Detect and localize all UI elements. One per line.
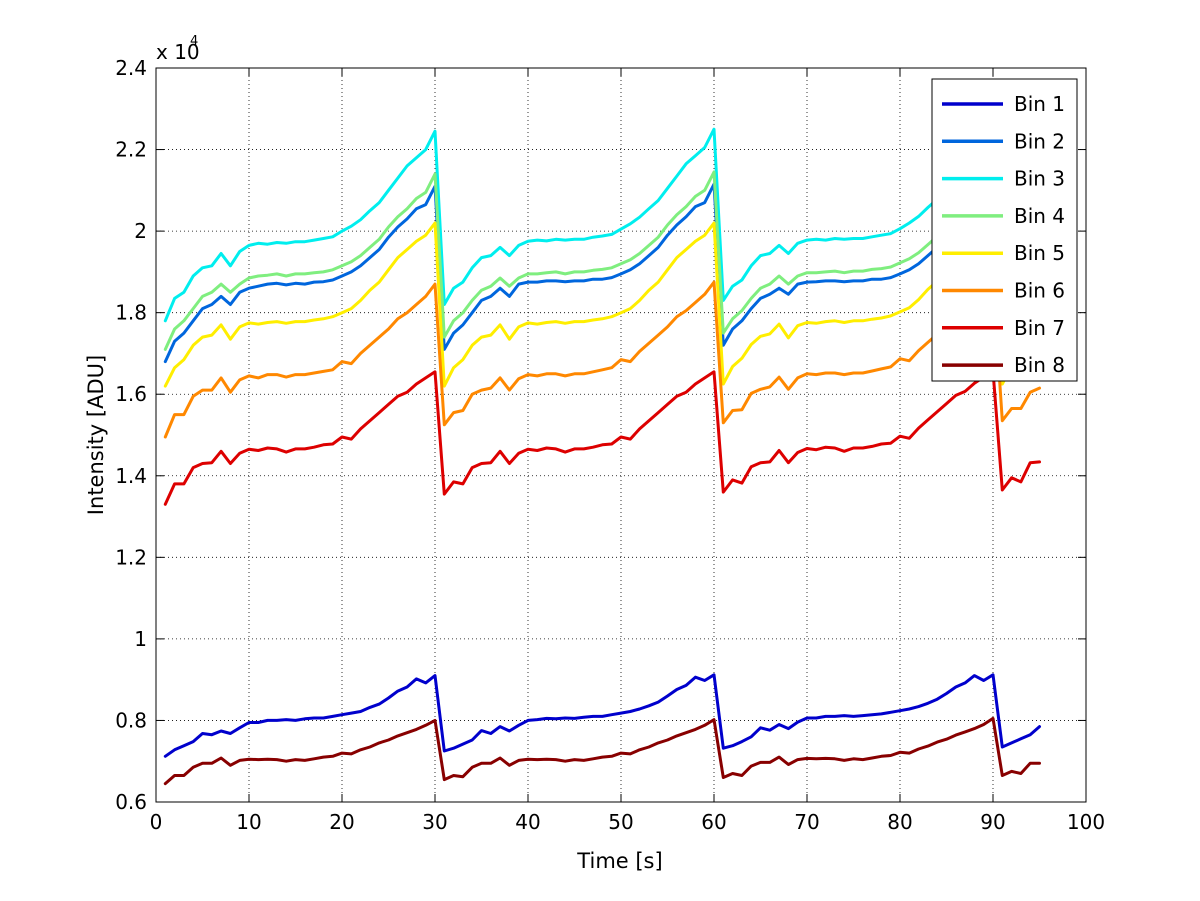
y-tick-labels: 0.6 0.8 1 1.2 1.4 1.6 1.8 2 2.2 2.4 <box>115 56 147 814</box>
series-lines <box>163 126 1041 786</box>
legend-label: Bin 5 <box>1014 241 1065 265</box>
y-axis-label: Intensity [ADU] <box>84 355 108 515</box>
x-tick-label: 60 <box>701 810 726 834</box>
y-tick-label: 0.6 <box>115 790 147 814</box>
legend: Bin 1 Bin 2 Bin 3 Bin 4 Bin 5 Bin 6 Bin 7 Bin 8 <box>931 78 1078 382</box>
series-line-7 <box>163 369 1041 506</box>
x-tick-label: 90 <box>980 810 1005 834</box>
series-line-5 <box>163 220 1041 388</box>
x-tick-label: 40 <box>515 810 540 834</box>
series-line-4 <box>163 169 1041 351</box>
series-line-8 <box>163 716 1041 786</box>
x-tick-label: 30 <box>422 810 447 834</box>
x-tick-label: 50 <box>608 810 633 834</box>
y-tick-label: 0.8 <box>115 708 147 732</box>
series-line-1 <box>163 673 1041 758</box>
legend-label: Bin 6 <box>1014 279 1065 303</box>
x-tick-label: 10 <box>236 810 261 834</box>
x-tick-label: 20 <box>329 810 354 834</box>
legend-label: Bin 2 <box>1014 129 1065 153</box>
x-tick-label: 100 <box>1067 810 1105 834</box>
y-multiplier-label: x 10 <box>156 40 200 64</box>
legend-label: Bin 4 <box>1014 204 1065 228</box>
legend-label: Bin 1 <box>1014 92 1065 116</box>
x-tick-labels: 0 10 20 30 40 50 60 70 80 90 100 <box>150 810 1105 834</box>
y-tick-label: 2.2 <box>115 138 147 162</box>
plot-background <box>156 68 1086 802</box>
y-tick-label: 1.6 <box>115 382 147 406</box>
y-tick-label: 1.8 <box>115 301 147 325</box>
series-line-2 <box>163 182 1041 364</box>
y-tick-label: 1.2 <box>115 545 147 569</box>
series-line-3 <box>163 126 1041 323</box>
x-tick-label: 70 <box>794 810 819 834</box>
y-tick-label: 2 <box>134 219 147 243</box>
series-line-6 <box>163 279 1041 439</box>
axis-ticks <box>155 67 1087 803</box>
y-tick-label: 1.4 <box>115 464 147 488</box>
legend-label: Bin 3 <box>1014 167 1065 191</box>
x-axis-label: Time [s] <box>576 849 662 873</box>
y-multiplier-exponent: 4 <box>190 34 198 49</box>
y-tick-label: 1 <box>134 627 147 651</box>
legend-label: Bin 7 <box>1014 316 1065 340</box>
x-tick-label: 0 <box>150 810 163 834</box>
x-tick-label: 80 <box>887 810 912 834</box>
legend-label: Bin 8 <box>1014 353 1065 377</box>
legend-box <box>931 78 1078 382</box>
y-tick-label: 2.4 <box>115 56 147 80</box>
